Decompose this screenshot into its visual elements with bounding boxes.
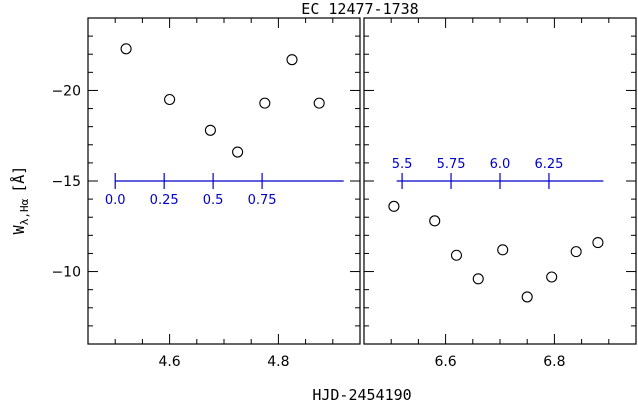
panel-2: 6.6 6.8 5.5 5.75 6.0 6.25 (363, 17, 637, 370)
data-point (313, 97, 325, 109)
panels: −10 −15 −20 4.6 4.8 0.0 0.25 0.5 0.75 6.6 6.8 5.5 5.… (51, 17, 637, 370)
x-tick-label: 6.6 (434, 354, 456, 370)
data-point (204, 124, 216, 136)
x-tick-label: 4.6 (158, 354, 180, 370)
data-point (472, 273, 484, 285)
phase-tick-label: 5.5 (392, 157, 413, 172)
y-tick-label: −15 (51, 174, 81, 190)
data-point (286, 54, 298, 66)
y-axis-label-main: W (10, 224, 28, 234)
data-point (388, 200, 400, 212)
y-axis-label-unit: [Å] (9, 166, 28, 193)
data-point (592, 237, 604, 249)
x-axis-label: HJD-2454190 (312, 386, 411, 404)
data-point (164, 93, 176, 106)
y-tick-label: −20 (51, 83, 81, 99)
y-tick-label: −10 (51, 265, 81, 281)
phase-tick-label: 6.25 (534, 157, 563, 172)
x-tick-label: 6.8 (543, 354, 565, 370)
y-axis-label: Wλ,Hα [Å] (9, 166, 31, 235)
phase-tick-label: 0.0 (105, 193, 126, 208)
data-point (429, 215, 441, 227)
data-point (546, 271, 558, 283)
data-point (259, 97, 271, 109)
data-point (521, 291, 533, 303)
data-point (232, 146, 244, 158)
phase-tick-label: 6.0 (490, 157, 511, 172)
chart-title: EC 12477-1738 (301, 0, 418, 18)
data-point (497, 244, 509, 256)
phase-tick-label: 0.25 (150, 193, 179, 208)
data-point (570, 246, 582, 258)
data-point (120, 43, 132, 55)
phase-tick-label: 5.75 (437, 157, 466, 172)
data-point (450, 249, 463, 261)
panel-1: −10 −15 −20 4.6 4.8 0.0 0.25 0.5 0.75 (51, 17, 361, 370)
y-axis-label-sub: λ,Hα (18, 198, 31, 225)
x-tick-label: 4.8 (267, 354, 289, 370)
phase-tick-label: 0.5 (203, 193, 224, 208)
phase-tick-label: 0.75 (248, 193, 277, 208)
